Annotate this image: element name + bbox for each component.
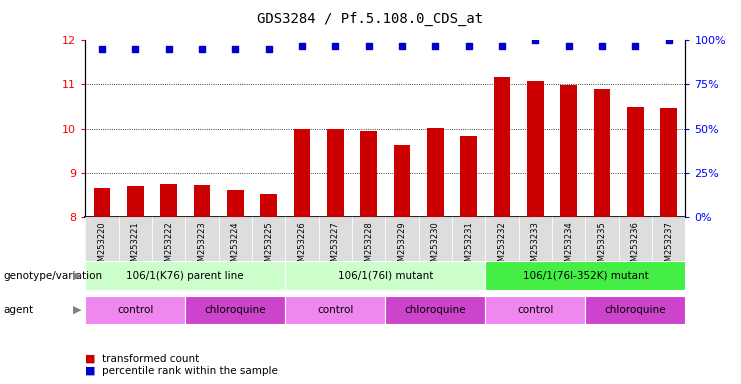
- Text: GSM253237: GSM253237: [664, 221, 674, 272]
- Point: [196, 46, 207, 52]
- Point: [429, 43, 441, 49]
- Point: [96, 46, 108, 52]
- Bar: [360, 131, 377, 217]
- Text: 106/1(76I-352K) mutant: 106/1(76I-352K) mutant: [522, 270, 648, 281]
- Bar: [160, 184, 177, 217]
- Point: [296, 43, 308, 49]
- Bar: [185, 296, 285, 324]
- Bar: [560, 85, 577, 217]
- Point: [462, 43, 474, 49]
- Bar: [585, 296, 685, 324]
- Text: GSM253231: GSM253231: [464, 221, 473, 272]
- Bar: [527, 81, 544, 217]
- Text: GSM253223: GSM253223: [197, 221, 207, 272]
- Point: [630, 43, 642, 49]
- Bar: [293, 129, 310, 217]
- Bar: [85, 296, 185, 324]
- Text: GSM253220: GSM253220: [97, 221, 107, 272]
- Bar: [552, 217, 585, 261]
- Text: ▶: ▶: [73, 305, 82, 315]
- Point: [663, 37, 675, 43]
- Text: GSM253234: GSM253234: [564, 221, 574, 272]
- Text: GSM253229: GSM253229: [397, 221, 407, 272]
- Text: GSM253228: GSM253228: [364, 221, 373, 272]
- Text: GSM253224: GSM253224: [230, 221, 240, 272]
- Point: [229, 46, 241, 52]
- Point: [362, 43, 374, 49]
- Point: [529, 37, 541, 43]
- Text: 106/1(76I) mutant: 106/1(76I) mutant: [338, 270, 433, 281]
- Bar: [93, 188, 110, 217]
- Bar: [227, 190, 244, 217]
- Bar: [452, 217, 485, 261]
- Bar: [260, 194, 277, 217]
- Bar: [485, 296, 585, 324]
- Bar: [419, 217, 452, 261]
- Bar: [185, 217, 219, 261]
- Point: [596, 43, 608, 49]
- Bar: [285, 261, 485, 290]
- Bar: [285, 296, 385, 324]
- Bar: [619, 217, 652, 261]
- Bar: [385, 296, 485, 324]
- Text: ■: ■: [85, 354, 96, 364]
- Bar: [327, 129, 344, 217]
- Text: GSM253235: GSM253235: [597, 221, 607, 272]
- Point: [262, 46, 274, 52]
- Bar: [594, 89, 611, 217]
- Bar: [152, 217, 185, 261]
- Bar: [127, 186, 144, 217]
- Text: GSM253226: GSM253226: [297, 221, 307, 272]
- Bar: [652, 217, 685, 261]
- Text: genotype/variation: genotype/variation: [4, 270, 103, 281]
- Text: agent: agent: [4, 305, 34, 315]
- Text: GSM253232: GSM253232: [497, 221, 507, 272]
- Bar: [385, 217, 419, 261]
- Point: [396, 43, 408, 49]
- Text: control: control: [117, 305, 153, 315]
- Text: GDS3284 / Pf.5.108.0_CDS_at: GDS3284 / Pf.5.108.0_CDS_at: [257, 12, 484, 26]
- Text: percentile rank within the sample: percentile rank within the sample: [102, 366, 277, 376]
- Bar: [485, 261, 685, 290]
- Text: ■: ■: [85, 366, 96, 376]
- Bar: [494, 76, 511, 217]
- Bar: [460, 136, 477, 217]
- Text: chloroquine: chloroquine: [405, 305, 466, 315]
- Bar: [193, 185, 210, 217]
- Text: 106/1(K76) parent line: 106/1(K76) parent line: [127, 270, 244, 281]
- Bar: [485, 217, 519, 261]
- Bar: [85, 261, 285, 290]
- Text: ▶: ▶: [73, 270, 82, 281]
- Point: [496, 43, 508, 49]
- Bar: [627, 108, 644, 217]
- Text: chloroquine: chloroquine: [205, 305, 266, 315]
- Text: control: control: [317, 305, 353, 315]
- Bar: [285, 217, 319, 261]
- Text: GSM253236: GSM253236: [631, 221, 640, 272]
- Text: transformed count: transformed count: [102, 354, 199, 364]
- Text: GSM253222: GSM253222: [164, 221, 173, 272]
- Bar: [119, 217, 152, 261]
- Text: GSM253233: GSM253233: [531, 221, 540, 272]
- Bar: [219, 217, 252, 261]
- Bar: [519, 217, 552, 261]
- Bar: [352, 217, 385, 261]
- Bar: [319, 217, 352, 261]
- Text: GSM253221: GSM253221: [130, 221, 140, 272]
- Bar: [393, 146, 411, 217]
- Text: GSM253227: GSM253227: [330, 221, 340, 272]
- Bar: [660, 108, 677, 217]
- Point: [563, 43, 575, 49]
- Point: [130, 46, 142, 52]
- Bar: [85, 217, 119, 261]
- Bar: [585, 217, 619, 261]
- Text: GSM253230: GSM253230: [431, 221, 440, 272]
- Point: [162, 46, 175, 52]
- Text: GSM253225: GSM253225: [264, 221, 273, 272]
- Bar: [252, 217, 285, 261]
- Text: control: control: [517, 305, 554, 315]
- Point: [329, 43, 341, 49]
- Bar: [427, 128, 444, 217]
- Text: chloroquine: chloroquine: [605, 305, 666, 315]
